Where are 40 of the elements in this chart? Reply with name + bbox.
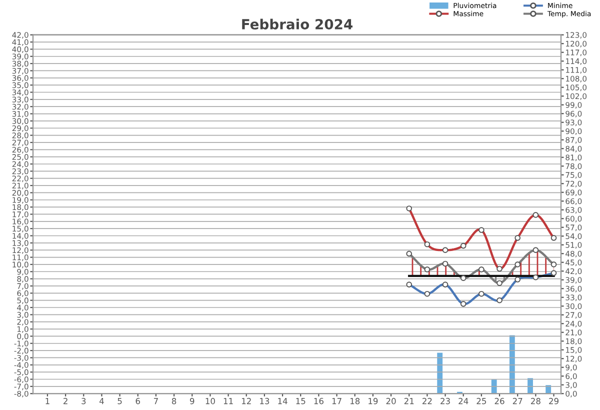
x-tick-label: 9 [190, 398, 194, 404]
x-tick-label: 22 [422, 398, 432, 404]
x-tick-label: 11 [224, 398, 233, 404]
point [496, 280, 502, 286]
x-tick-label: 15 [296, 398, 306, 404]
x-tick-label: 23 [440, 398, 450, 404]
x-tick-label: 12 [242, 398, 251, 404]
x-tick-label: 27 [512, 398, 522, 404]
bar [491, 380, 497, 394]
x-tick-label: 14 [278, 398, 288, 404]
point [532, 247, 539, 254]
x-tick-label: 1 [46, 398, 50, 404]
x-tick-label: 10 [206, 398, 215, 404]
point [478, 266, 484, 272]
chart-title: Febbraio 2024 [242, 18, 352, 30]
x-tick-label: 24 [458, 398, 468, 404]
x-tick-label: 13 [260, 398, 270, 404]
x-tick-label: 26 [494, 398, 504, 404]
x-tick-label: 4 [99, 398, 104, 404]
x-tick-label: 21 [404, 398, 414, 404]
x-tick-label: 25 [476, 398, 486, 404]
point [514, 262, 521, 268]
x-tick-label: 6 [136, 398, 140, 404]
x-tick-label: 16 [314, 398, 324, 404]
x-tick-label: 3 [82, 398, 86, 404]
point [424, 266, 430, 272]
x-tick-label: 28 [530, 398, 540, 404]
point [442, 260, 448, 267]
x-tick-label: 29 [549, 398, 558, 404]
x-tick-label: 19 [368, 398, 378, 404]
x-tick-label: 20 [386, 398, 396, 404]
point [550, 262, 557, 268]
x-tick-label: 5 [118, 398, 122, 404]
x-tick-label: 8 [172, 398, 176, 404]
point [460, 275, 466, 281]
x-tick-label: 18 [350, 398, 360, 404]
x-tick-label: 7 [154, 398, 158, 404]
x-tick-label: 2 [64, 398, 68, 404]
point [406, 250, 412, 257]
x-tick-label: 17 [332, 398, 342, 404]
